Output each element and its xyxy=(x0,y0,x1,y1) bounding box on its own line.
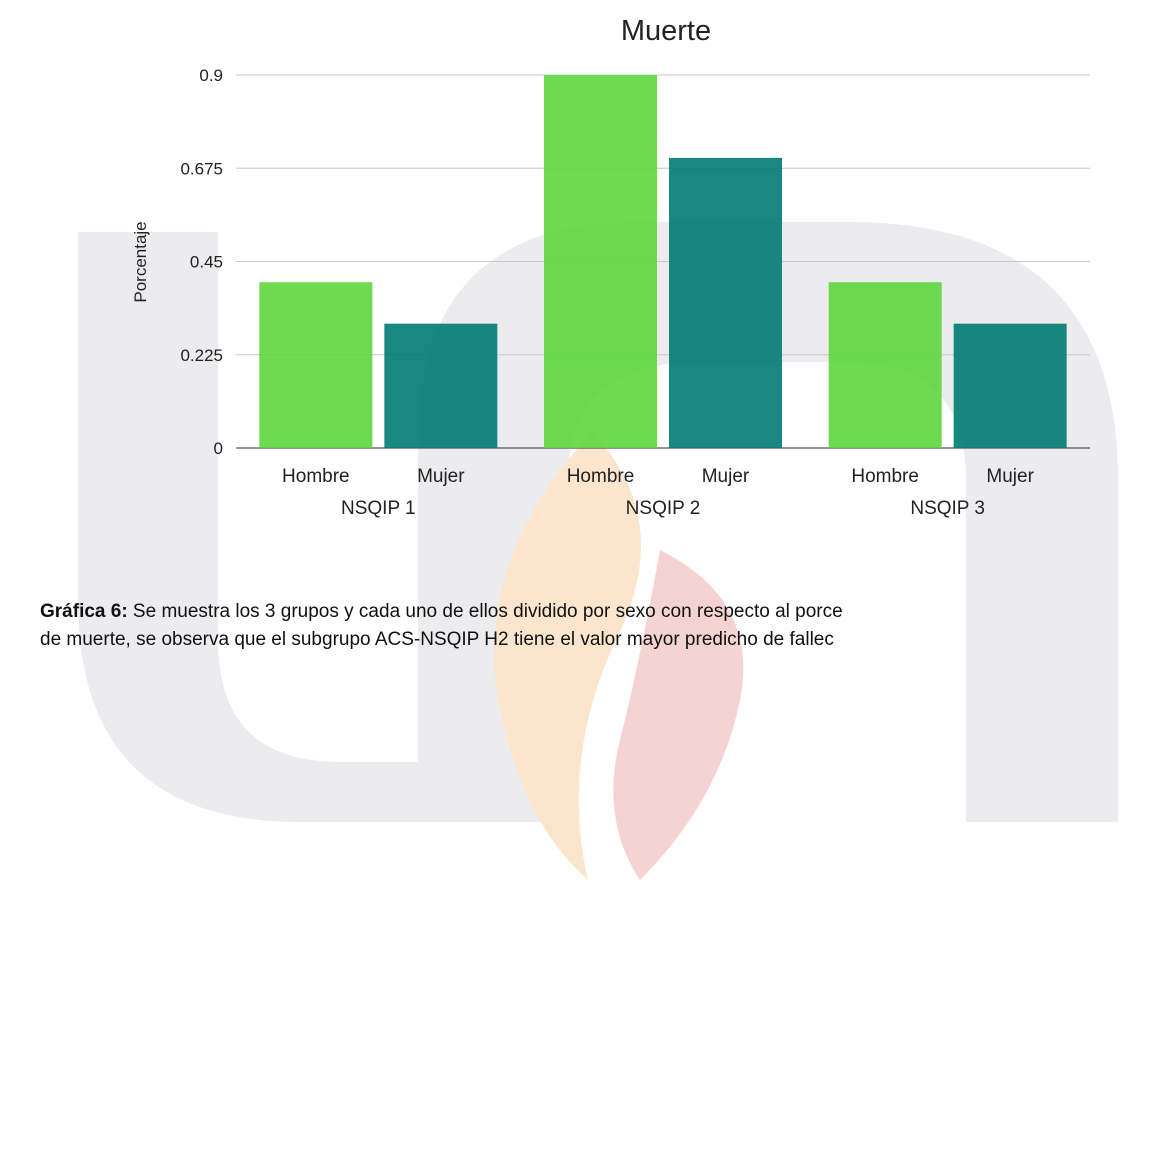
caption-label: Gráfica 6: xyxy=(40,601,128,622)
y-tick-label: 0.45 xyxy=(190,253,223,272)
bar-mujer-1 xyxy=(384,323,498,448)
group-label: NSQIP 1 xyxy=(341,498,416,519)
bar-hombre-2 xyxy=(544,75,657,448)
bar-hombre-1 xyxy=(259,282,373,448)
x-tick-label: Mujer xyxy=(986,466,1034,487)
x-tick-label: Mujer xyxy=(417,466,465,487)
y-axis-label: Porcentaje xyxy=(131,221,150,302)
y-tick-label: 0 xyxy=(214,439,223,458)
watermark-left-arch xyxy=(78,232,482,822)
x-tick-label: Hombre xyxy=(282,466,350,487)
chart-title: Muerte xyxy=(621,15,711,47)
caption-text-line2: de muerte, se observa que el subgrupo AC… xyxy=(40,629,834,650)
watermark-flame-orange xyxy=(493,432,641,880)
bar-chart: Muerte Porcentaje 0 0.225 0.45 0.675 0.9 Hom… xyxy=(131,15,1090,519)
y-tick-label: 0.225 xyxy=(180,346,223,365)
bar-mujer-2 xyxy=(669,157,782,448)
x-tick-label: Mujer xyxy=(702,466,750,487)
group-label: NSQIP 2 xyxy=(626,498,701,519)
bar-hombre-3 xyxy=(828,282,942,448)
y-tick-label: 0.675 xyxy=(180,159,223,178)
y-tick-label: 0.9 xyxy=(199,66,223,85)
x-tick-label: Hombre xyxy=(851,466,919,487)
bar-mujer-3 xyxy=(953,323,1067,448)
figure-caption: Gráfica 6: Se muestra los 3 grupos y cad… xyxy=(40,598,1160,654)
x-tick-label: Hombre xyxy=(567,466,635,487)
group-label: NSQIP 3 xyxy=(910,498,985,519)
watermark-flame-red xyxy=(613,550,744,880)
caption-text-line1: Se muestra los 3 grupos y cada uno de el… xyxy=(127,601,843,622)
